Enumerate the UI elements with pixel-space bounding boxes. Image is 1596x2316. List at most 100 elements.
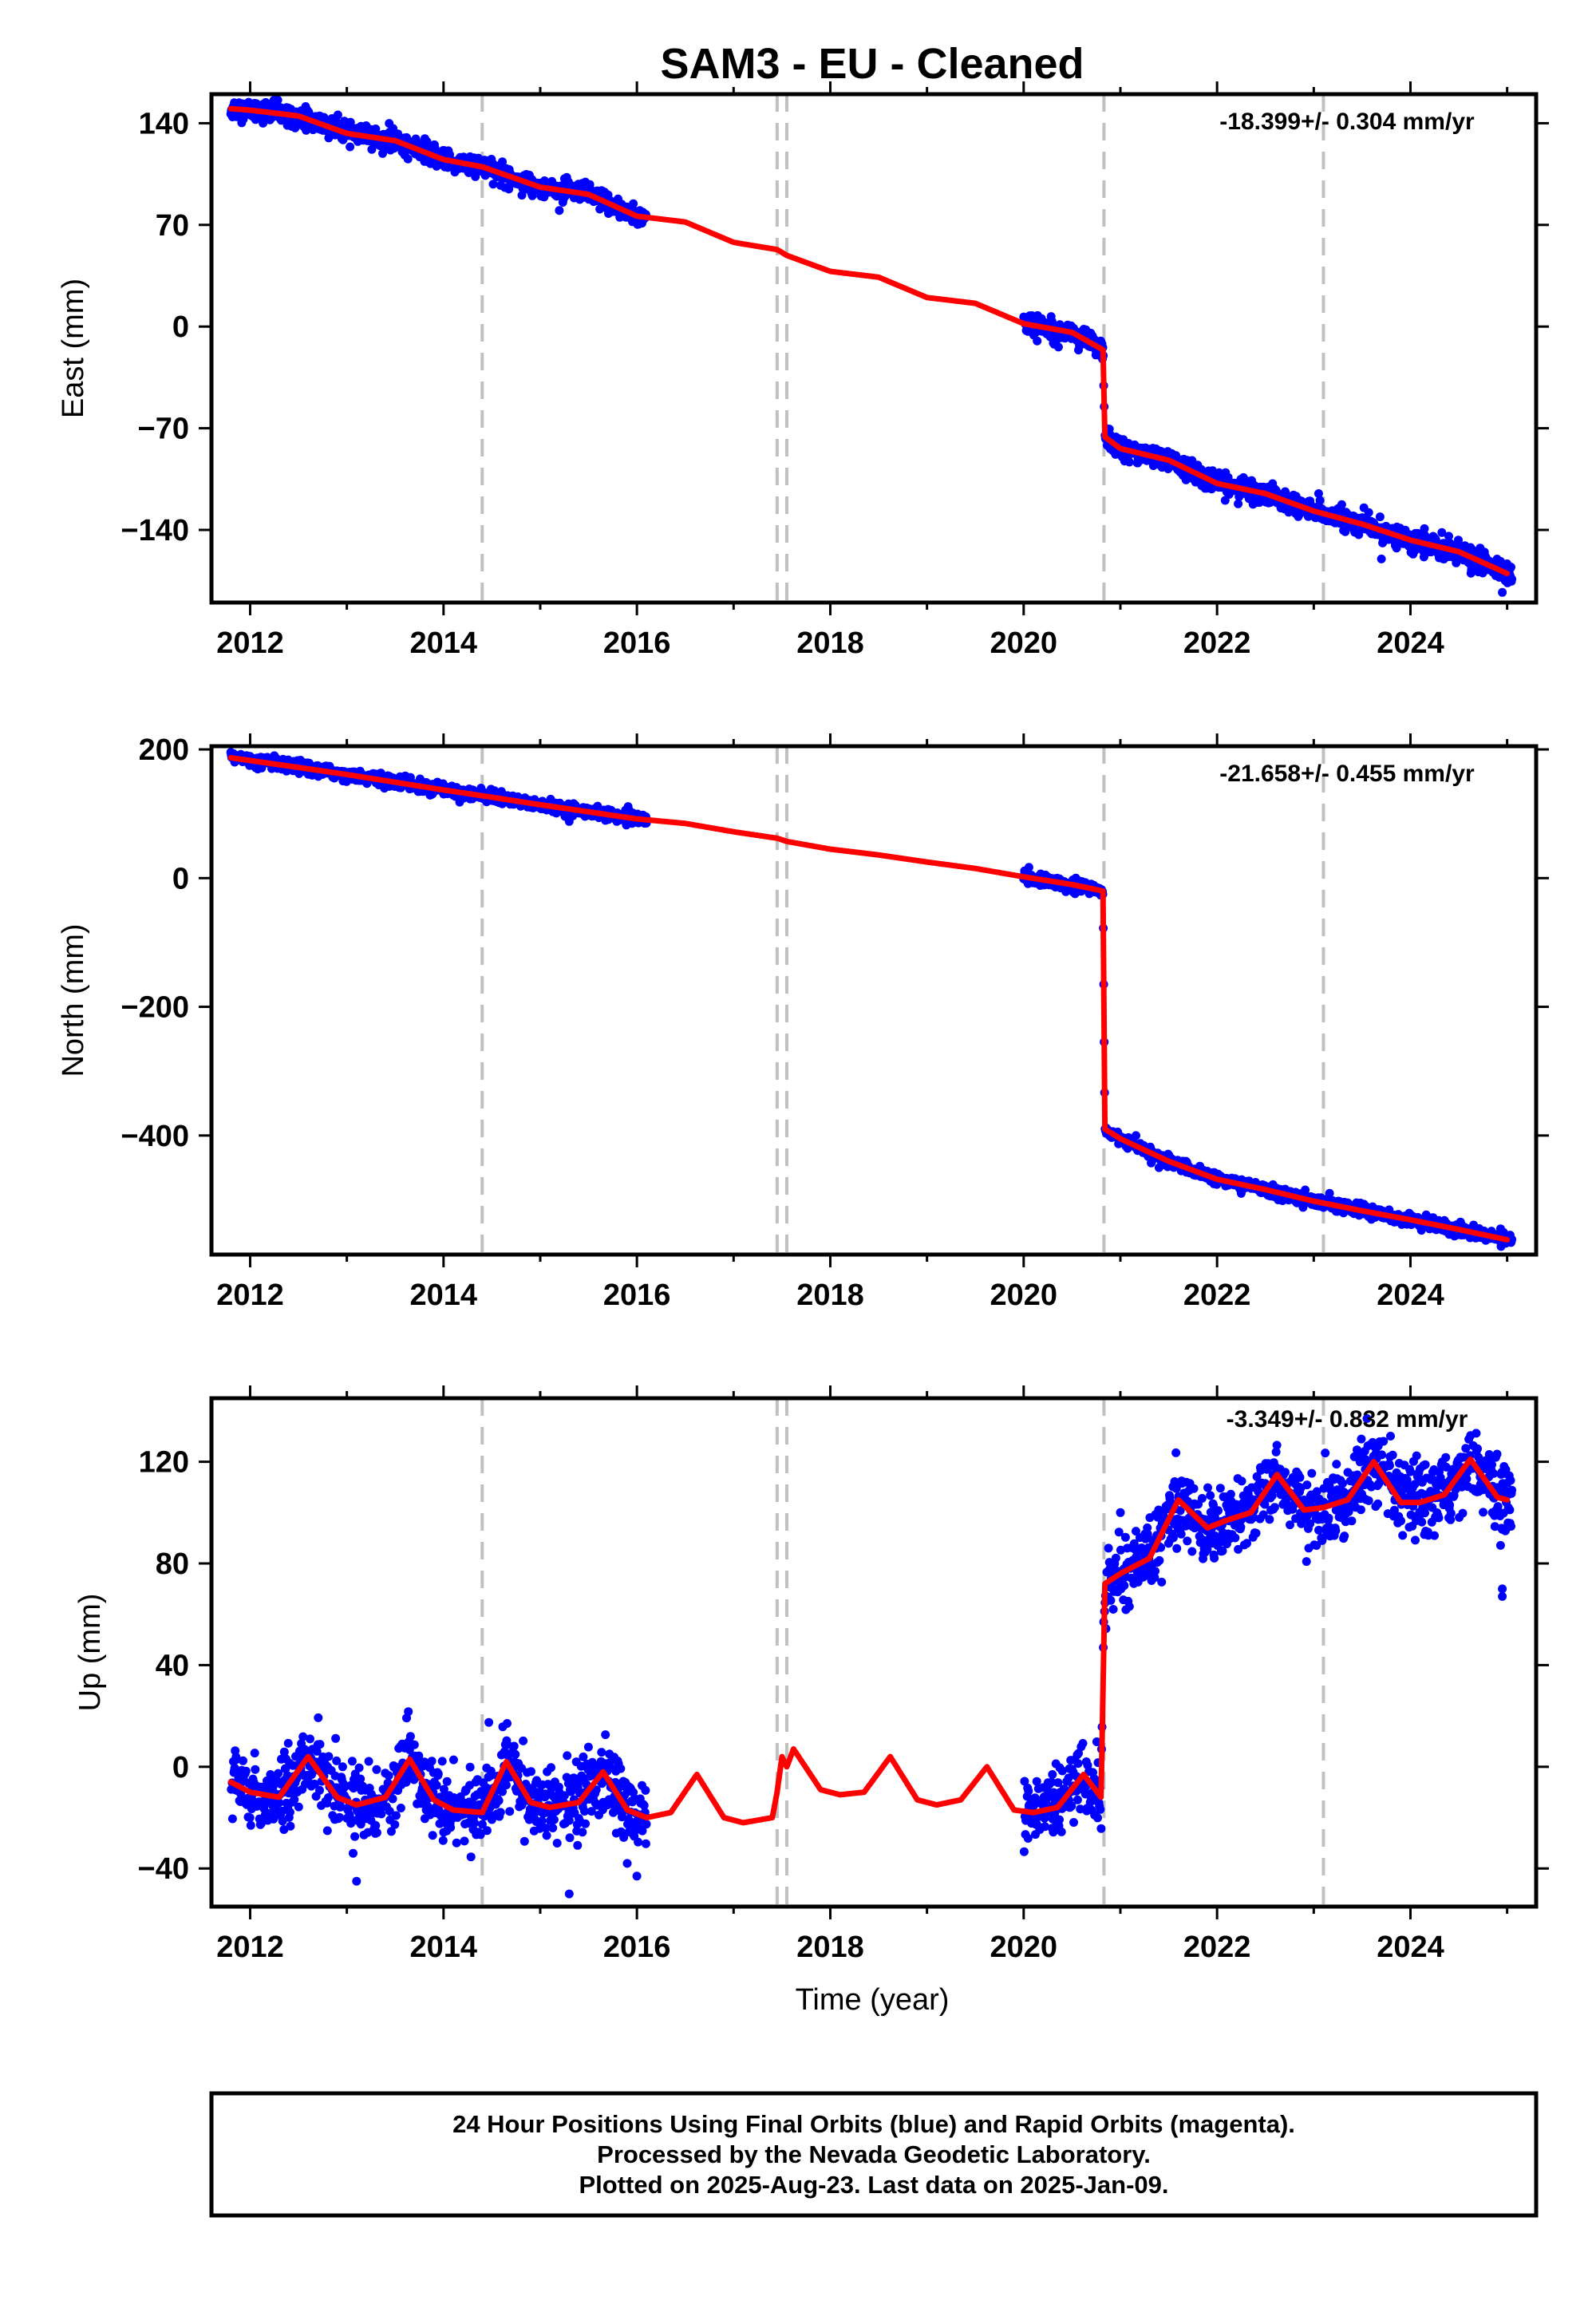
up-point <box>1120 1532 1130 1542</box>
north-xtick-label-2: 2016 <box>603 1279 671 1312</box>
east-point <box>273 95 282 105</box>
east-panel: 2012 2014 2016 2018 2020 2022 2024140700−70−14… <box>57 81 1549 660</box>
up-point <box>583 1742 593 1752</box>
north-outlier-point-0 <box>1154 1163 1163 1172</box>
east-model-line <box>227 105 1511 577</box>
up-point <box>245 1813 255 1823</box>
up-point <box>460 1836 469 1846</box>
up-point <box>1157 1577 1167 1587</box>
east-xtick-label-2: 2016 <box>603 626 671 660</box>
up-point <box>438 1836 448 1845</box>
east-y-axis-label: East (mm) <box>57 279 90 418</box>
north-ytick-label-1: 0 <box>172 862 189 895</box>
up-point <box>335 1812 344 1822</box>
east-points <box>226 95 1517 597</box>
up-point <box>428 1831 437 1840</box>
up-point <box>324 1752 334 1761</box>
north-y-axis-label: North (mm) <box>57 923 90 1077</box>
east-point <box>1124 457 1134 467</box>
east-point <box>1444 532 1453 541</box>
up-point <box>548 1824 558 1832</box>
east-xtick-label-5: 2022 <box>1183 626 1251 660</box>
north-xtick-label-1: 2014 <box>410 1279 478 1312</box>
up-point <box>442 1777 452 1786</box>
up-point <box>331 1733 341 1743</box>
east-outlier-point-0 <box>1111 449 1120 459</box>
up-point <box>306 1734 314 1744</box>
north-ytick-label-3: −400 <box>120 1120 189 1153</box>
up-point <box>509 1741 519 1751</box>
up-point <box>246 1820 255 1830</box>
up-point <box>390 1820 400 1829</box>
up-point <box>404 1707 413 1717</box>
north-point <box>1024 863 1033 872</box>
up-point <box>1096 1824 1106 1833</box>
up-point <box>466 1852 476 1862</box>
north-rate-label: -21.658+/- 0.455 mm/yr <box>1219 761 1475 787</box>
east-point <box>367 144 377 154</box>
up-point <box>432 1780 441 1790</box>
north-ytick-label-2: −200 <box>120 991 189 1025</box>
east-point <box>488 180 498 189</box>
up-point <box>338 1762 347 1772</box>
east-point <box>346 117 355 127</box>
up-point <box>405 1732 415 1741</box>
east-point <box>1047 317 1057 326</box>
up-point <box>1104 1543 1113 1553</box>
north-point <box>405 773 415 782</box>
up-point <box>251 1765 260 1774</box>
up-point <box>250 1749 259 1758</box>
up-point <box>377 1809 386 1819</box>
up-point <box>1055 1815 1064 1824</box>
up-point <box>482 1826 492 1836</box>
east-ytick-label-2: 0 <box>172 310 189 344</box>
up-point <box>1096 1804 1105 1814</box>
east-point <box>629 199 638 208</box>
up-point <box>446 1823 456 1832</box>
east-point <box>1364 508 1373 517</box>
up-point <box>542 1831 551 1840</box>
up-point <box>314 1713 323 1722</box>
up-point <box>527 1767 535 1777</box>
up-point <box>396 1804 405 1812</box>
north-ytick-label-0: 200 <box>139 733 189 767</box>
up-point <box>519 1736 528 1745</box>
up-point <box>448 1755 458 1765</box>
up-point <box>372 1828 381 1837</box>
up-point <box>452 1838 461 1848</box>
up-point <box>573 1840 583 1850</box>
east-xtick-label-0: 2012 <box>216 626 284 660</box>
up-point <box>350 1832 360 1841</box>
up-point <box>519 1836 529 1846</box>
up-panel: 2012 2014 2016 2018 2020 2022 202412080400−40U… <box>73 1385 1549 1964</box>
up-point <box>372 1765 381 1774</box>
up-point <box>290 1795 299 1804</box>
up-point <box>565 1833 575 1843</box>
up-point <box>1093 1813 1102 1823</box>
east-point <box>1437 528 1447 537</box>
up-point <box>505 1807 515 1816</box>
chart-title: SAM3 - EU - Cleaned <box>660 40 1084 88</box>
up-points <box>227 1414 1517 1899</box>
up-point <box>616 1764 626 1773</box>
up-point <box>1048 1770 1057 1779</box>
up-point <box>349 1848 358 1858</box>
up-point <box>1124 1602 1134 1611</box>
east-xtick-label-4: 2020 <box>990 626 1058 660</box>
up-point <box>552 1839 562 1848</box>
east-outlier-point-1 <box>1377 554 1386 563</box>
east-point <box>1507 575 1517 584</box>
up-point <box>496 1808 505 1817</box>
up-point <box>1073 1795 1082 1804</box>
east-ytick-label-1: 70 <box>156 209 189 243</box>
east-ytick-label-4: −140 <box>120 514 189 547</box>
up-point <box>1019 1847 1029 1856</box>
up-point <box>563 1751 572 1761</box>
up-point <box>1073 1759 1083 1769</box>
east-outlier-point-2 <box>1498 587 1507 597</box>
north-point <box>1132 1131 1140 1140</box>
up-point <box>547 1763 555 1773</box>
up-point <box>601 1730 610 1740</box>
up-point <box>391 1811 401 1820</box>
up-point <box>484 1717 494 1727</box>
